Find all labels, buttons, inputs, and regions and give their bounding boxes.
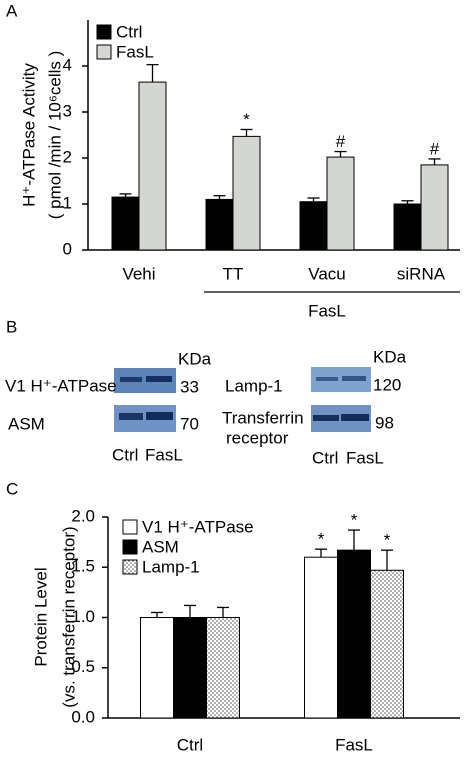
legend-label: Lamp-1 xyxy=(142,557,200,576)
y-tick-label: 1.0 xyxy=(71,607,95,626)
legend-swatch xyxy=(122,539,138,555)
significance-mark: * xyxy=(351,511,358,530)
y-axis-label: H⁺-ATPase Activity xyxy=(19,63,38,207)
x-group-label: FasL xyxy=(308,301,346,320)
bar xyxy=(326,156,355,251)
bar xyxy=(111,196,140,251)
panel-label: B xyxy=(6,317,17,336)
y-tick-label: 1.5 xyxy=(71,557,95,576)
x-tick-label: Vehi xyxy=(122,264,155,283)
bar xyxy=(173,617,207,719)
y-tick-label: 3 xyxy=(63,101,72,120)
significance-mark: # xyxy=(430,139,440,158)
blot-unit: KDa xyxy=(373,347,407,366)
legend-label: Ctrl xyxy=(116,22,142,41)
y-axis-label: ( pmol /min / 10⁶cells ) xyxy=(45,51,64,220)
blot-row-label: Transferrin xyxy=(222,408,304,427)
y-axis-label: (vs. transferrin receptor) xyxy=(59,526,78,707)
blot-row-label: Lamp-1 xyxy=(225,376,283,395)
blot-kda: 33 xyxy=(180,377,199,396)
significance-mark: * xyxy=(243,110,250,129)
blot-kda: 120 xyxy=(373,375,401,394)
significance-mark: * xyxy=(318,530,325,549)
bar xyxy=(393,203,422,251)
legend-swatch xyxy=(96,44,112,60)
bar xyxy=(370,569,404,719)
blot-row-label: V1 H⁺-ATPase xyxy=(5,376,117,395)
legend-label: ASM xyxy=(142,537,179,556)
blot-row-label: ASM xyxy=(8,414,45,433)
bar xyxy=(140,617,174,719)
blot-unit: KDa xyxy=(178,349,212,368)
y-tick-label: 4 xyxy=(63,55,72,74)
bar xyxy=(299,201,328,251)
y-tick-label: 0.5 xyxy=(71,657,95,676)
y-tick-label: 0.0 xyxy=(71,707,95,726)
x-tick-label: Vacu xyxy=(308,264,346,283)
bar xyxy=(205,198,234,251)
x-tick-label: FasL xyxy=(335,735,373,754)
y-tick-label: 2 xyxy=(63,147,72,166)
blot-images xyxy=(114,367,371,432)
blot-lane-label: Ctrl xyxy=(112,445,138,464)
x-tick-label: Ctrl xyxy=(177,735,203,754)
x-tick-label: TT xyxy=(223,264,244,283)
panel-label: C xyxy=(6,479,18,498)
blot-kda: 70 xyxy=(180,414,199,433)
significance-mark: # xyxy=(336,132,346,151)
bar xyxy=(232,135,261,251)
y-tick-label: 2.0 xyxy=(71,506,95,525)
bar xyxy=(420,164,449,251)
blot-row-label: receptor xyxy=(226,428,289,447)
legend-label: FasL xyxy=(116,42,154,61)
bar xyxy=(304,556,338,719)
y-tick-label: 1 xyxy=(63,193,72,212)
bar xyxy=(337,549,371,719)
blot-lane-label: FasL xyxy=(346,448,384,467)
significance-mark: * xyxy=(384,531,391,550)
blot-kda: 98 xyxy=(375,413,394,432)
blot-lane-label: FasL xyxy=(145,445,183,464)
panel-label: A xyxy=(6,1,18,20)
bar xyxy=(206,617,240,719)
x-tick-label: siRNA xyxy=(397,264,446,283)
legend-label: V1 H⁺-ATPase xyxy=(142,517,254,536)
bar xyxy=(138,81,167,251)
legend-swatch xyxy=(122,519,138,535)
y-axis-label: Protein Level xyxy=(31,567,50,666)
blot-lane-label: Ctrl xyxy=(312,448,338,467)
y-tick-label: 0 xyxy=(63,239,72,258)
legend-swatch xyxy=(122,559,138,575)
legend-swatch xyxy=(96,24,112,40)
